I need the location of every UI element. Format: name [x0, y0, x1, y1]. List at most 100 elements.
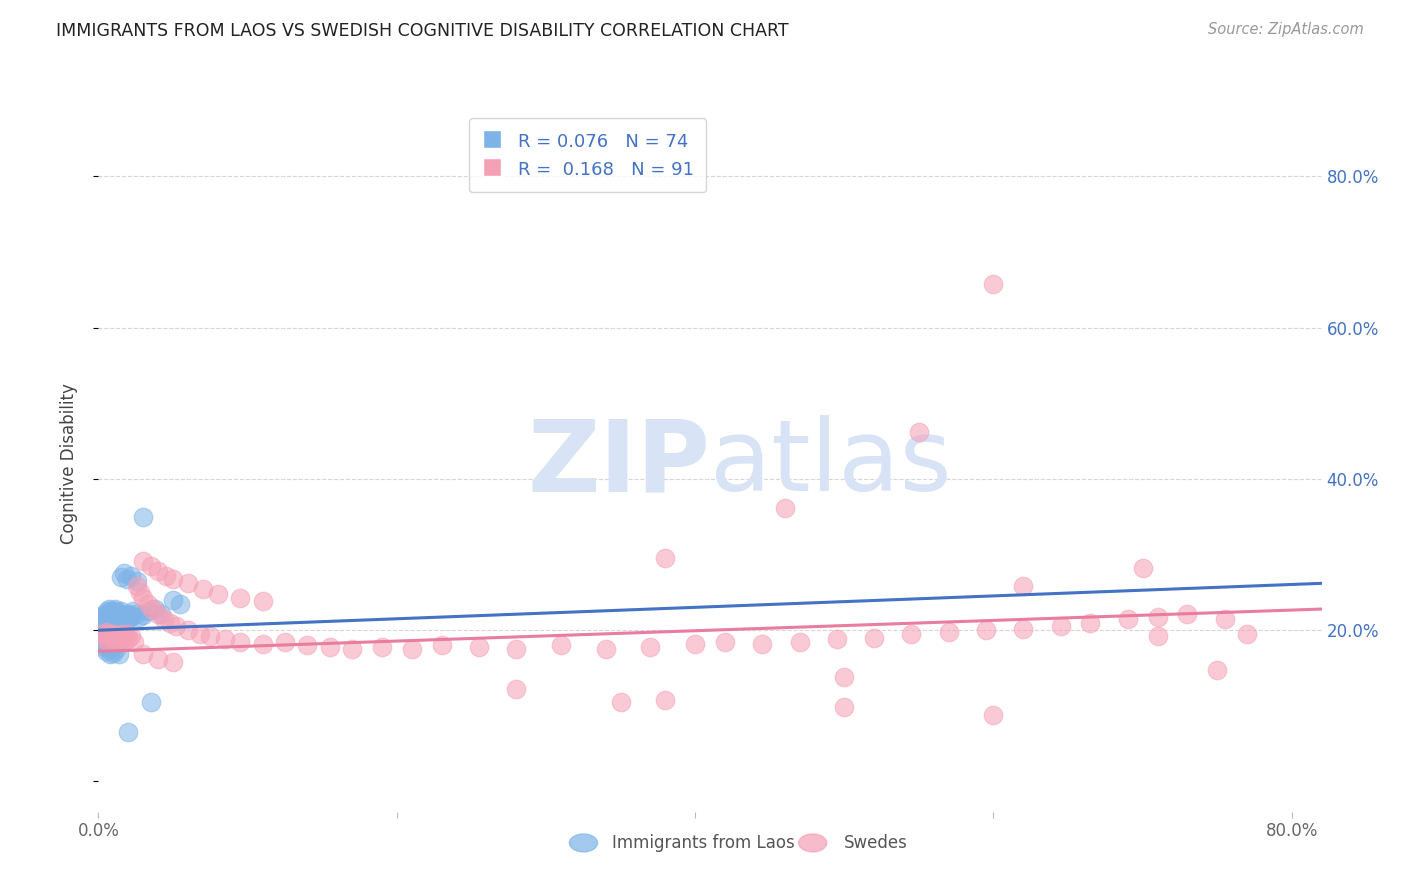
Point — [110, 627, 132, 641]
Point — [974, 624, 997, 638]
Point — [1177, 607, 1199, 621]
Point — [146, 652, 169, 666]
Point — [97, 627, 120, 641]
Point — [127, 579, 149, 593]
Point — [112, 608, 135, 623]
Point — [93, 632, 115, 647]
Point — [132, 608, 155, 623]
Point — [983, 277, 1005, 291]
Point — [121, 604, 143, 618]
Point — [107, 619, 129, 633]
Point — [214, 632, 236, 647]
Point — [120, 629, 142, 643]
Point — [98, 624, 121, 638]
Point — [297, 638, 319, 652]
Point — [117, 612, 139, 626]
Point — [371, 640, 394, 654]
Point — [101, 615, 124, 630]
Point — [104, 631, 127, 645]
Point — [751, 637, 773, 651]
Point — [115, 627, 138, 641]
Point — [832, 670, 855, 684]
Point — [200, 629, 222, 643]
Point — [252, 594, 274, 608]
Point — [1213, 612, 1236, 626]
Point — [97, 609, 120, 624]
Point — [468, 640, 491, 654]
Point — [97, 602, 120, 616]
Point — [90, 612, 112, 626]
Point — [1236, 627, 1258, 641]
Point — [94, 627, 117, 641]
Point — [139, 695, 162, 709]
Point — [1132, 561, 1154, 575]
Point — [101, 624, 124, 639]
Point — [983, 707, 1005, 722]
Point — [93, 624, 115, 638]
Y-axis label: Cognitive Disability: Cognitive Disability — [59, 384, 77, 544]
Point — [94, 624, 117, 639]
Point — [162, 655, 184, 669]
Point — [318, 640, 340, 654]
Point — [136, 604, 159, 618]
Point — [128, 609, 150, 624]
Point — [120, 609, 142, 624]
Point — [103, 646, 125, 660]
Point — [96, 624, 118, 638]
Point — [103, 609, 125, 624]
Point — [188, 627, 211, 641]
Point — [107, 607, 129, 621]
Point — [111, 607, 134, 621]
Point — [91, 634, 114, 648]
Point — [110, 604, 132, 618]
Point — [229, 634, 252, 648]
Point — [108, 608, 131, 623]
Point — [98, 604, 121, 618]
Point — [108, 648, 131, 662]
Point — [112, 566, 135, 581]
Point — [1206, 663, 1229, 677]
Point — [773, 500, 796, 515]
Point — [127, 574, 149, 588]
Point — [640, 640, 662, 654]
Point — [101, 632, 124, 647]
Point — [103, 615, 125, 630]
Point — [141, 602, 163, 616]
Point — [132, 591, 155, 606]
Text: ZIP: ZIP — [527, 416, 710, 512]
Point — [105, 634, 128, 648]
Point — [550, 638, 572, 652]
Point — [1049, 619, 1071, 633]
Point — [101, 607, 124, 621]
Point — [105, 612, 128, 626]
Point — [110, 570, 132, 584]
Point — [105, 604, 128, 618]
Point — [101, 640, 124, 654]
Point — [177, 576, 200, 591]
Point — [93, 640, 115, 654]
Point — [863, 631, 886, 645]
Point — [96, 604, 118, 618]
Point — [908, 425, 931, 439]
Point — [120, 568, 142, 582]
Point — [252, 637, 274, 651]
Text: IMMIGRANTS FROM LAOS VS SWEDISH COGNITIVE DISABILITY CORRELATION CHART: IMMIGRANTS FROM LAOS VS SWEDISH COGNITIV… — [56, 22, 789, 40]
Point — [98, 648, 121, 662]
Point — [114, 629, 136, 643]
Point — [91, 627, 114, 641]
Point — [1116, 612, 1139, 626]
Point — [155, 568, 177, 582]
Point — [938, 624, 960, 639]
Point — [91, 608, 114, 623]
Point — [97, 642, 120, 657]
Point — [401, 642, 423, 657]
Point — [96, 629, 118, 643]
Point — [103, 627, 125, 641]
Point — [117, 632, 139, 647]
Point — [609, 695, 631, 709]
Point — [162, 593, 184, 607]
Point — [132, 554, 155, 568]
Point — [143, 602, 166, 616]
Point — [115, 572, 138, 586]
Point — [165, 619, 187, 633]
